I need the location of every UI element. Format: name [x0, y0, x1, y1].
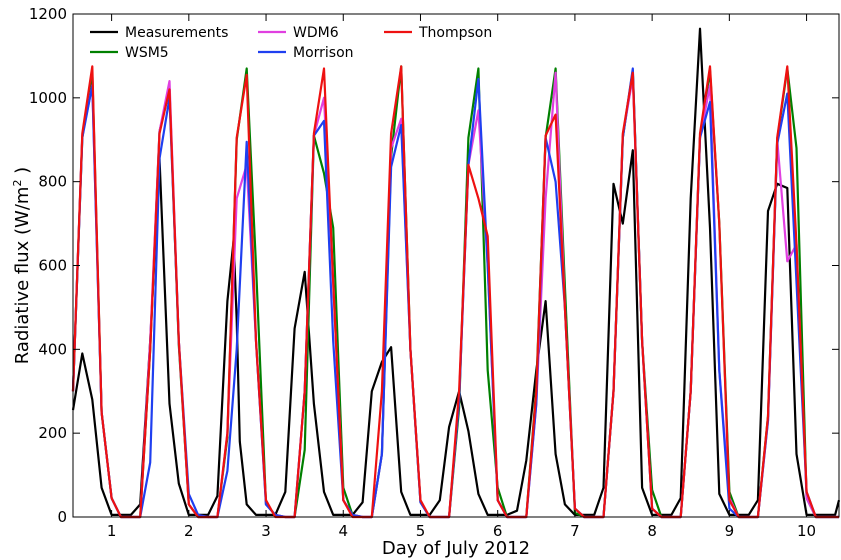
series-line-measurements	[71, 27, 841, 517]
y-axis-label: Radiative flux (W/m2 )	[11, 167, 33, 364]
legend: Measurements WSM5 WDM6 Morrison Thompson	[90, 25, 492, 61]
x-tick-label: 6	[493, 522, 503, 540]
x-tick-label: 1	[107, 522, 117, 540]
x-tick-label: 2	[184, 522, 194, 540]
x-tick-label: 8	[647, 522, 657, 540]
x-tick-label: 9	[725, 522, 735, 540]
y-tick-label: 800	[38, 173, 67, 191]
legend-label-thompson: Thompson	[418, 25, 492, 41]
x-tick-label: 4	[338, 522, 348, 540]
y-tick-label: 1200	[29, 5, 67, 23]
x-axis-ticks: 1 2 3 4 5 6 7 8 9 10	[107, 14, 816, 540]
x-tick-label: 7	[570, 522, 580, 540]
y-tick-label: 600	[38, 257, 67, 275]
legend-label-wsm5: WSM5	[125, 45, 169, 61]
legend-label-morrison: Morrison	[293, 45, 354, 61]
y-tick-label: 1000	[29, 89, 67, 107]
legend-label-measurements: Measurements	[125, 25, 228, 41]
y-axis-label-main: Radiative flux (W/m	[12, 187, 33, 365]
y-tick-label: 0	[57, 508, 67, 526]
legend-label-wdm6: WDM6	[293, 25, 339, 41]
y-tick-label: 200	[38, 424, 67, 442]
x-tick-label: 5	[416, 522, 426, 540]
x-axis-label: Day of July 2012	[382, 538, 530, 559]
y-axis-label-close: )	[12, 167, 33, 180]
y-tick-label: 400	[38, 340, 67, 358]
x-tick-label: 10	[797, 522, 816, 540]
y-axis-label-superscript: 2	[11, 180, 24, 187]
y-axis-ticks: 0 200 400 600 800 1000 1200	[29, 5, 839, 526]
x-tick-label: 3	[261, 522, 271, 540]
